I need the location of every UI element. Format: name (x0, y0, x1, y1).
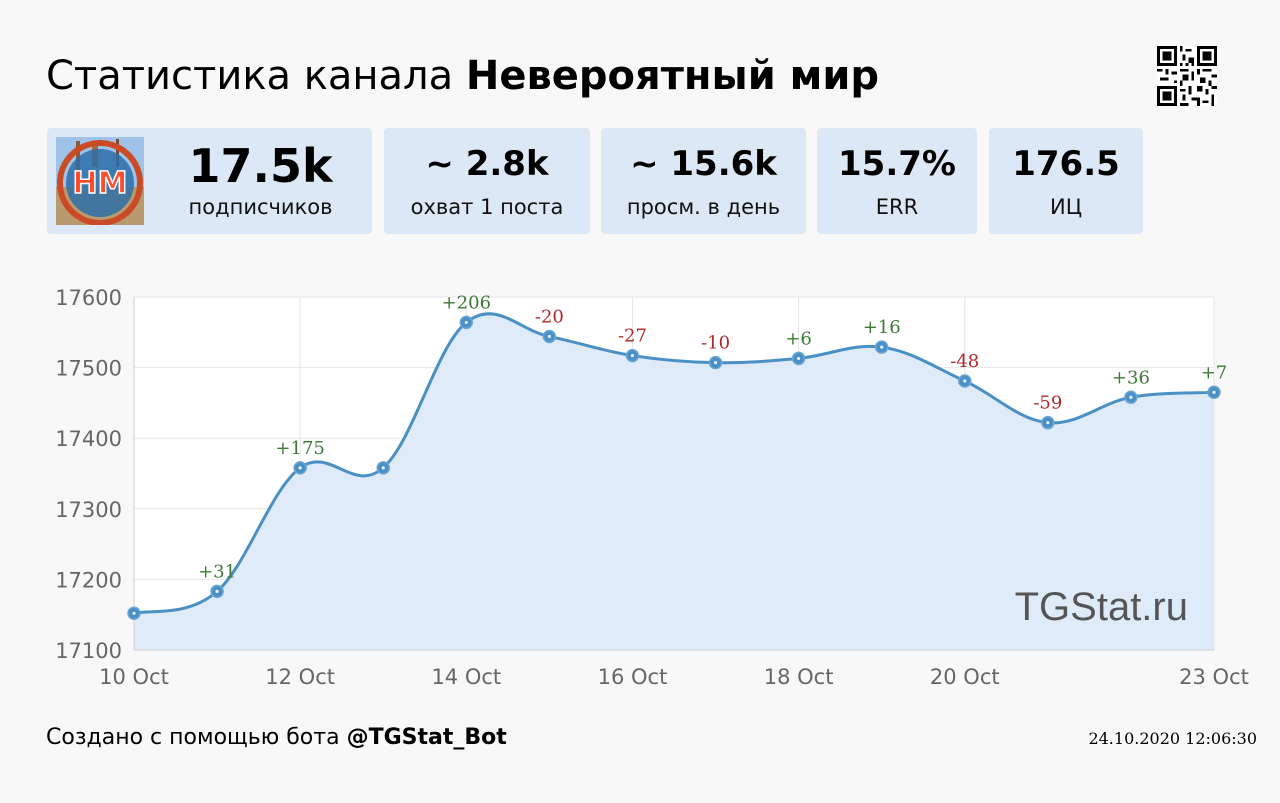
x-tick-label: 23 Oct (1179, 665, 1249, 689)
x-tick-label: 12 Oct (265, 665, 335, 689)
data-point-center (1129, 395, 1133, 399)
y-tick-label: 17100 (55, 639, 122, 663)
avatar-text: НМ (73, 166, 128, 201)
title-prefix: Статистика канала (46, 53, 454, 99)
data-label: -20 (535, 307, 564, 328)
stat-label: ИЦ (1049, 195, 1082, 219)
x-tick-label: 18 Oct (764, 665, 834, 689)
data-label: +36 (1112, 367, 1150, 388)
stat-value: 17.5k (188, 139, 333, 193)
stat-label: охват 1 поста (410, 195, 564, 219)
stat-card-daily-views: ~ 15.6k просм. в день (601, 128, 806, 234)
qr-code-icon (1157, 46, 1217, 106)
data-point-center (713, 361, 718, 365)
data-label: -48 (950, 351, 979, 372)
data-point-center (464, 320, 468, 325)
y-tick-label: 17600 (55, 286, 122, 310)
stat-value: 176.5 (1012, 144, 1120, 184)
stat-label: подписчиков (188, 195, 333, 219)
data-label: +16 (863, 317, 901, 338)
y-tick-label: 17400 (55, 427, 122, 451)
data-point-center (1212, 390, 1216, 394)
data-label: +31 (198, 561, 236, 582)
data-label: -10 (701, 333, 730, 354)
stat-card-subscribers: НМ 17.5k подписчиков (47, 128, 372, 234)
data-label: -59 (1033, 393, 1062, 414)
data-point-center (215, 589, 219, 594)
data-label: +206 (442, 292, 491, 313)
x-tick-label: 10 Oct (99, 665, 169, 689)
data-label: +175 (275, 438, 324, 459)
stat-card-err: 15.7% ERR (817, 128, 977, 234)
subscribers-chart: 17100 17200 17300 17400 17500 17600 +31 +175 +20… (55, 286, 1249, 689)
stat-value: ~ 15.6k (630, 144, 777, 184)
stat-label: просм. в день (626, 195, 781, 219)
stat-card-reach: ~ 2.8k охват 1 поста (384, 128, 590, 234)
data-point-center (880, 345, 884, 349)
data-point-center (1046, 421, 1050, 425)
x-tick-label: 20 Oct (930, 665, 1000, 689)
footer-credit: Создано с помощью бота @TGStat_Bot (46, 724, 507, 752)
data-point-center (132, 611, 136, 615)
bot-link[interactable]: @TGStat_Bot (346, 725, 507, 750)
area-fill (134, 313, 1214, 650)
channel-avatar-icon: НМ (56, 137, 144, 225)
y-tick-label: 17500 (55, 357, 122, 381)
x-tick-label: 16 Oct (598, 665, 668, 689)
channel-name: Невероятный мир (465, 53, 880, 99)
page-title: Статистика канала Невероятный мир (46, 50, 879, 102)
stat-value: 15.7% (838, 144, 956, 184)
data-label: -27 (618, 326, 647, 347)
stat-card-citation-index: 176.5 ИЦ (989, 128, 1143, 234)
data-point-center (298, 466, 302, 470)
watermark: TGStat.ru (1015, 585, 1188, 629)
data-point-center (630, 353, 635, 358)
data-point-center (963, 379, 967, 383)
data-label: +6 (785, 328, 812, 349)
footer-prefix: Создано с помощью бота (46, 725, 340, 750)
stat-label: ERR (875, 195, 919, 219)
data-point-center (381, 466, 385, 470)
y-tick-label: 17200 (55, 568, 122, 592)
stat-value: ~ 2.8k (425, 144, 549, 184)
data-label: +7 (1201, 362, 1228, 383)
data-point-center (547, 334, 551, 339)
y-tick-label: 17300 (55, 498, 122, 522)
data-point-center (797, 356, 801, 361)
timestamp: 24.10.2020 12:06:30 (1088, 729, 1257, 748)
x-tick-label: 14 Oct (431, 665, 501, 689)
